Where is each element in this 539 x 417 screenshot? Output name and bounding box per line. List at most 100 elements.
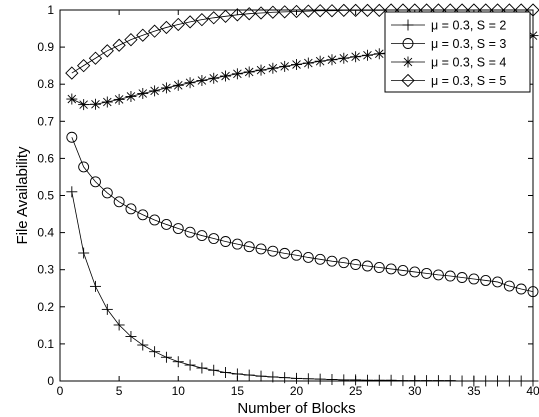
- data-point: [184, 77, 196, 89]
- data-point: [101, 303, 113, 315]
- data-point: [480, 275, 492, 286]
- data-point: [361, 374, 373, 386]
- data-point: [255, 64, 267, 76]
- data-point: [218, 9, 233, 23]
- data-point: [160, 82, 172, 94]
- data-point: [302, 252, 314, 263]
- data-point: [314, 373, 326, 385]
- data-point: [78, 161, 90, 173]
- legend-entry: μ = 0.3, S = 3: [391, 37, 506, 51]
- data-point: [313, 4, 327, 18]
- x-tick-label: 35: [467, 384, 481, 398]
- y-tick-label: 0.6: [37, 151, 54, 165]
- data-point: [66, 186, 78, 198]
- data-point: [124, 33, 138, 47]
- data-point: [89, 98, 101, 110]
- data-point: [125, 203, 137, 215]
- data-point: [326, 374, 338, 386]
- y-axis-label: File Availability: [14, 146, 31, 245]
- data-point: [220, 236, 232, 247]
- data-point: [220, 70, 232, 82]
- series-4: [65, 3, 539, 80]
- data-point: [90, 176, 101, 188]
- x-tick-label: 30: [408, 384, 422, 398]
- data-point: [77, 59, 91, 73]
- x-tick-label: 20: [290, 384, 304, 398]
- legend-marker: [401, 73, 415, 88]
- series-2: [66, 131, 539, 298]
- data-point: [78, 247, 90, 259]
- data-point: [243, 369, 255, 381]
- y-tick-label: 0.1: [37, 337, 54, 351]
- x-tick-label: 0: [57, 384, 64, 398]
- data-point: [255, 243, 267, 255]
- data-point: [220, 366, 232, 378]
- data-point: [360, 3, 375, 18]
- data-point: [373, 374, 385, 386]
- data-point: [348, 3, 363, 18]
- data-point: [337, 3, 351, 18]
- data-point: [160, 351, 172, 363]
- series-line: [71, 191, 533, 382]
- data-point: [325, 4, 339, 18]
- data-point: [409, 266, 421, 278]
- data-point: [242, 7, 256, 21]
- data-point: [314, 55, 326, 67]
- y-tick-label: 0.3: [37, 263, 54, 277]
- data-point: [149, 214, 161, 226]
- data-point: [207, 11, 221, 25]
- data-point: [279, 372, 291, 384]
- data-point: [385, 374, 397, 386]
- data-point: [88, 51, 103, 65]
- data-point: [183, 15, 197, 29]
- y-tick-label: 0.2: [37, 300, 54, 314]
- data-point: [361, 49, 373, 61]
- data-point: [66, 93, 78, 105]
- data-point: [385, 263, 397, 275]
- data-point: [89, 280, 101, 292]
- data-point: [468, 273, 480, 285]
- data-point: [231, 238, 243, 250]
- data-point: [172, 223, 184, 234]
- data-point: [137, 87, 149, 99]
- data-point: [101, 187, 113, 199]
- data-point: [397, 264, 409, 276]
- data-point: [255, 370, 267, 382]
- data-point: [326, 255, 338, 267]
- data-point: [196, 362, 208, 374]
- data-point: [302, 373, 314, 385]
- data-point: [254, 6, 268, 20]
- data-point: [291, 59, 302, 71]
- data-point: [136, 28, 150, 42]
- data-point: [184, 359, 196, 371]
- data-point: [231, 68, 243, 80]
- data-point: [291, 249, 302, 261]
- x-tick-label: 10: [172, 384, 186, 398]
- x-tick-label: 40: [526, 384, 539, 398]
- data-point: [515, 283, 527, 295]
- data-point: [196, 74, 208, 86]
- legend-label: μ = 0.3, S = 3: [431, 37, 506, 51]
- data-point: [432, 269, 444, 281]
- data-point: [172, 356, 184, 368]
- data-point: [338, 374, 350, 386]
- data-point: [160, 218, 172, 230]
- data-point: [362, 260, 373, 272]
- legend-label: μ = 0.3, S = 5: [431, 74, 506, 88]
- data-point: [101, 96, 113, 108]
- data-point: [208, 233, 220, 244]
- legend-marker: [402, 38, 414, 49]
- data-point: [137, 339, 149, 351]
- legend-marker: [402, 19, 414, 31]
- data-point: [338, 52, 350, 64]
- data-point: [301, 4, 315, 18]
- data-point: [147, 24, 162, 38]
- y-tick-label: 0.9: [37, 40, 54, 54]
- data-point: [350, 51, 362, 63]
- data-point: [243, 66, 255, 78]
- data-point: [195, 13, 209, 27]
- axis-layer: 0 5 10 15 20 25 30 35 40 0 0.1 0.2 0.3 0.4 0.5 0.6 0.7 0.…: [37, 3, 539, 398]
- x-axis-label: Number of Blocks: [237, 400, 355, 417]
- legend: μ = 0.3, S = 2 μ = 0.3, S = 3 μ = 0.3, S =…: [384, 11, 531, 93]
